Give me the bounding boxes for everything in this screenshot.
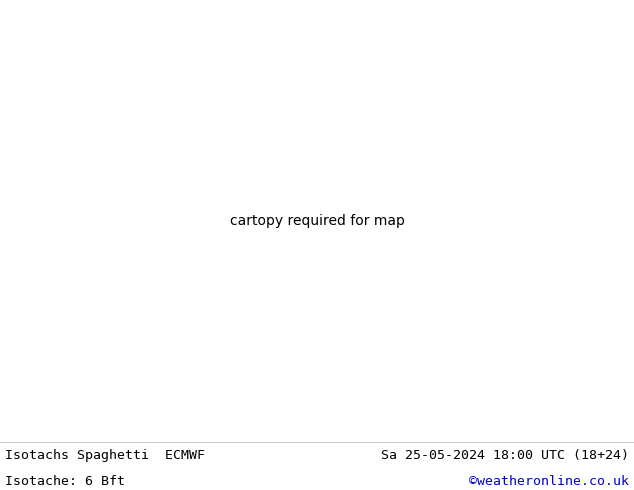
Text: cartopy required for map: cartopy required for map (230, 214, 404, 228)
Text: Isotachs Spaghetti  ECMWF: Isotachs Spaghetti ECMWF (5, 449, 205, 462)
Text: Sa 25-05-2024 18:00 UTC (18+24): Sa 25-05-2024 18:00 UTC (18+24) (381, 449, 629, 462)
Text: Isotache: 6 Bft: Isotache: 6 Bft (5, 475, 125, 488)
Text: ©weatheronline.co.uk: ©weatheronline.co.uk (469, 475, 629, 488)
